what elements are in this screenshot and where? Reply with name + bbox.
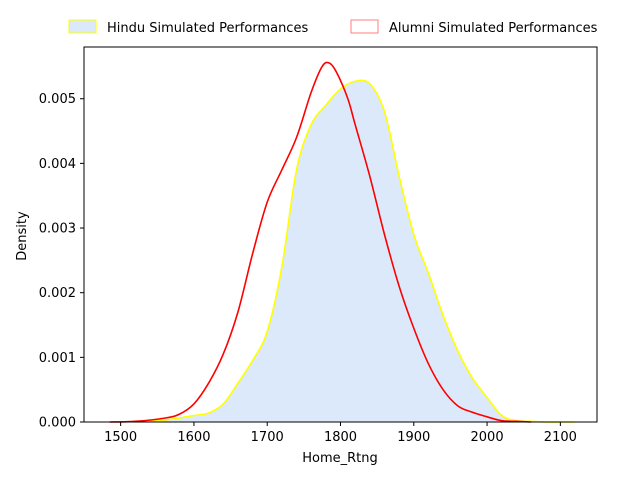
x-tick-label: 2000 (471, 430, 504, 445)
y-tick-label: 0.001 (39, 351, 76, 366)
x-tick-label: 1600 (177, 430, 210, 445)
series-line-0 (135, 79, 576, 423)
series-line-1 (109, 61, 532, 423)
y-tick-label: 0.000 (39, 416, 76, 431)
x-tick-label: 2100 (544, 430, 577, 445)
y-tick-label: 0.003 (39, 222, 76, 237)
x-tick-label: 1700 (251, 430, 284, 445)
legend-label-hindu: Hindu Simulated Performances (107, 21, 308, 36)
x-axis: 1500 1600 1700 1800 1900 2000 2100 (104, 422, 577, 445)
y-tick-label: 0.004 (39, 157, 76, 172)
x-tick-label: 1900 (397, 430, 430, 445)
legend: Hindu Simulated Performances Alumni Simu… (68, 19, 598, 36)
series-area-fill-0 (135, 80, 576, 423)
legend-swatch-alumni (350, 19, 379, 34)
x-axis-title: Home_Rtng (302, 451, 378, 466)
y-tick-label: 0.005 (39, 92, 76, 107)
y-tick-label: 0.002 (39, 286, 76, 301)
legend-swatch-hindu (68, 19, 97, 34)
x-tick-label: 1800 (324, 430, 357, 445)
plot-area (83, 46, 598, 423)
x-tick-label: 1500 (104, 430, 137, 445)
legend-label-alumni: Alumni Simulated Performances (389, 21, 598, 36)
y-axis: 0.000 0.001 0.002 0.003 0.004 0.005 (39, 92, 84, 431)
y-axis-title: Density (15, 211, 30, 261)
